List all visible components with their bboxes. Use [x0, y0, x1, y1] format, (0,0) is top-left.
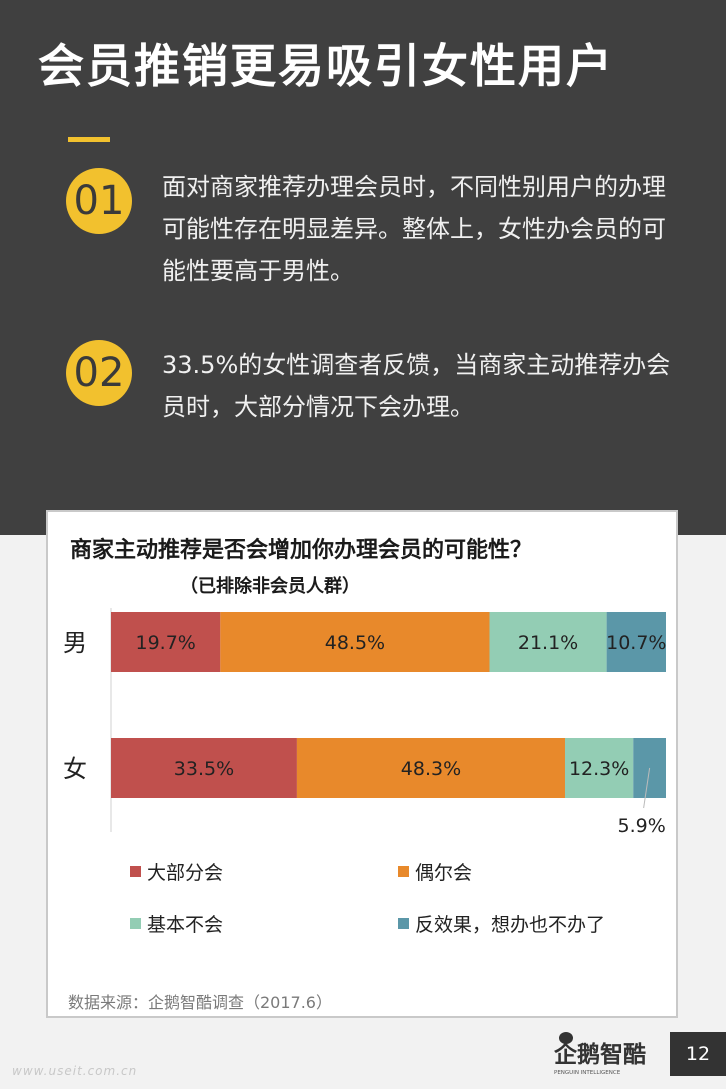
data-label: 21.1%: [518, 632, 578, 654]
chart-subtitle: （已排除非会员人群）: [180, 576, 360, 597]
legend-item-sometimes: 偶尔会: [398, 858, 472, 885]
legend-label-backfire: 反效果，想办也不办了: [415, 914, 606, 936]
page-number: 12: [670, 1032, 726, 1076]
point-text-01: 面对商家推荐办理会员时，不同性别用户的办理可能性存在明显差异。整体上，女性办会员…: [162, 173, 666, 285]
logo-subtext: PENGUIN INTELLIGENCE: [554, 1070, 621, 1076]
data-label: 10.7%: [606, 632, 666, 654]
penguin-icon: [559, 1032, 573, 1044]
legend-label-sometimes: 偶尔会: [415, 862, 473, 884]
legend-swatch-most: [130, 866, 141, 877]
legend-swatch-rarely: [130, 918, 141, 929]
point-badge-01: 01: [66, 168, 132, 234]
legend-item-most: 大部分会: [130, 858, 223, 885]
chart-card: 商家主动推荐是否会增加你办理会员的可能性？ （已排除非会员人群） 男 19.7% 4…: [46, 510, 678, 1018]
stacked-bar-chart: 男 19.7% 48.5% 21.1% 10.7% 女 33.5% 48.3% 12.3% 5.9…: [63, 608, 666, 837]
category-label: 男: [63, 629, 87, 657]
legend-swatch-sometimes: [398, 866, 409, 877]
title-accent-bar: [68, 137, 110, 142]
data-label: 12.3%: [569, 758, 629, 780]
category-label: 女: [63, 755, 87, 783]
bar-segment: [220, 612, 490, 672]
leader-line: [643, 767, 651, 809]
page-title: 会员推销更易吸引女性用户: [38, 39, 614, 93]
logo-text: 企鹅智酷: [553, 1041, 646, 1068]
data-label: 33.5%: [174, 758, 234, 780]
point-text-02: 33.5%的女性调查者反馈，当商家主动推荐办会员时，大部分情况下会办理。: [162, 351, 671, 421]
legend-label-rarely: 基本不会: [147, 914, 224, 936]
data-label: 19.7%: [135, 632, 195, 654]
legend-label-most: 大部分会: [147, 862, 224, 884]
bar-segment: [111, 612, 221, 672]
legend-item-rarely: 基本不会: [130, 910, 223, 937]
chart-title: 商家主动推荐是否会增加你办理会员的可能性？: [70, 538, 533, 563]
bar-segment: [564, 738, 634, 798]
data-label: 48.5%: [325, 632, 385, 654]
bar-segment: [111, 738, 297, 798]
bar-segment: [296, 738, 565, 798]
data-label: 48.3%: [401, 758, 461, 780]
brand-logo: 企鹅智酷 PENGUIN INTELLIGENCE: [553, 1032, 646, 1076]
header-panel: 会员推销更易吸引女性用户 01 面对商家推荐办理会员时，不同性别用户的办理可能性…: [0, 0, 726, 535]
point-badge-02: 02: [66, 340, 132, 406]
legend-swatch-backfire: [398, 918, 409, 929]
bar-segment: [489, 612, 607, 672]
bar-segment: [606, 612, 666, 672]
data-label: 5.9%: [617, 815, 665, 837]
watermark: www.useit.com.cn: [12, 1064, 138, 1078]
legend-item-backfire: 反效果，想办也不办了: [398, 910, 605, 937]
data-source: 数据来源：企鹅智酷调查（2017.6）: [68, 993, 332, 1012]
